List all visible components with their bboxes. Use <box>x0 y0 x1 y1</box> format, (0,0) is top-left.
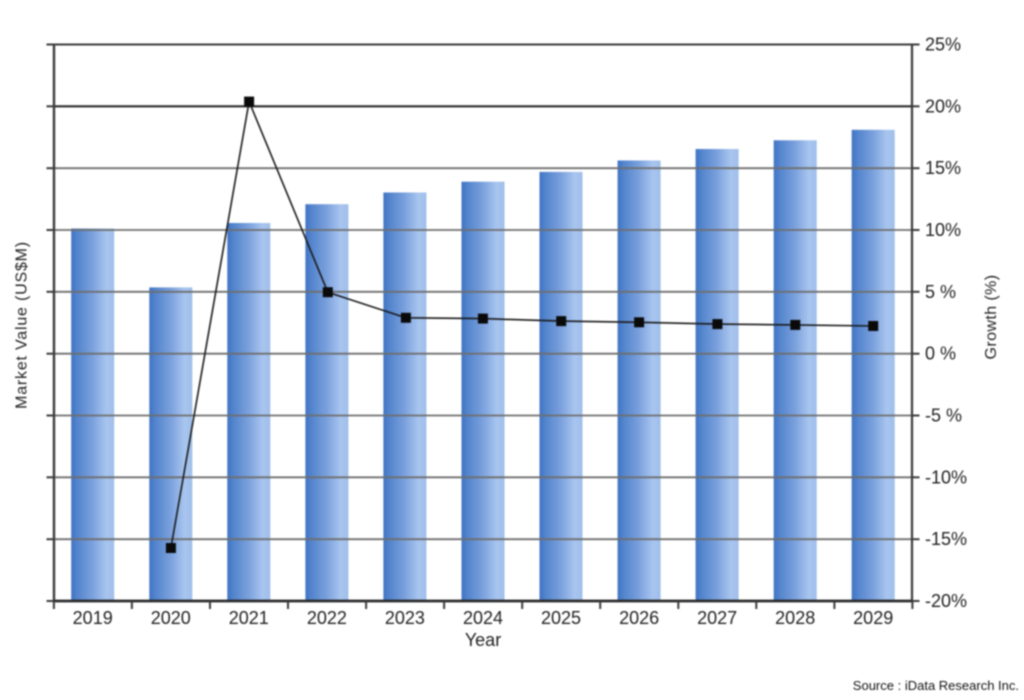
svg-text:2021: 2021 <box>229 608 269 628</box>
svg-text:0 %: 0 % <box>925 344 956 364</box>
svg-text:2023: 2023 <box>385 608 425 628</box>
svg-text:2026: 2026 <box>619 608 659 628</box>
svg-text:2020: 2020 <box>151 608 191 628</box>
svg-text:-15%: -15% <box>925 529 967 549</box>
svg-text:-10%: -10% <box>925 467 967 487</box>
svg-text:-5 %: -5 % <box>925 406 962 426</box>
svg-text:5 %: 5 % <box>925 282 956 302</box>
svg-text:10%: 10% <box>925 220 961 240</box>
svg-text:Year: Year <box>465 630 501 650</box>
svg-text:2019: 2019 <box>73 608 113 628</box>
svg-text:-20%: -20% <box>925 591 967 611</box>
svg-text:20%: 20% <box>925 96 961 116</box>
svg-text:2022: 2022 <box>307 608 347 628</box>
svg-text:2025: 2025 <box>541 608 581 628</box>
svg-text:Market Value (US$M): Market Value (US$M) <box>14 241 31 409</box>
svg-text:25%: 25% <box>925 35 961 55</box>
svg-text:Source : iData Research Inc.: Source : iData Research Inc. <box>853 678 1019 693</box>
svg-text:Growth (%): Growth (%) <box>983 275 1000 360</box>
svg-text:2028: 2028 <box>775 608 815 628</box>
svg-text:15%: 15% <box>925 158 961 178</box>
svg-text:2027: 2027 <box>697 608 737 628</box>
svg-text:2029: 2029 <box>853 608 893 628</box>
svg-text:2024: 2024 <box>463 608 503 628</box>
